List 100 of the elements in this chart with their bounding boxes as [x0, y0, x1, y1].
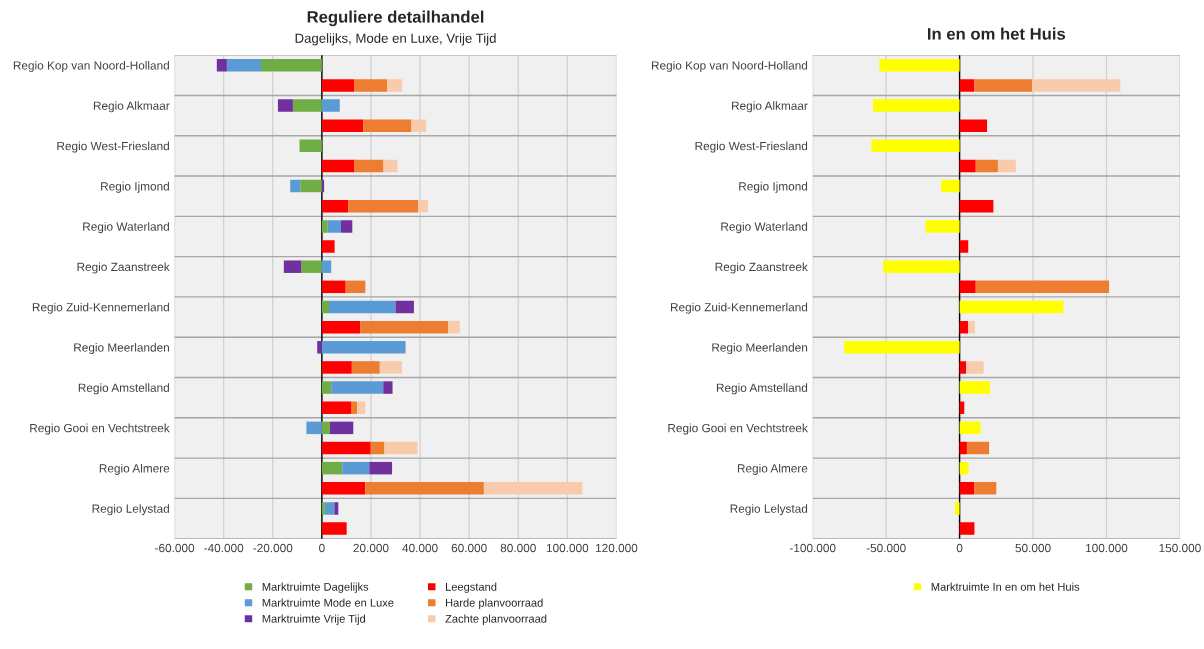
- x-tick-label: 50.000: [1015, 543, 1051, 553]
- bar: [317, 341, 322, 354]
- bar: [321, 502, 325, 515]
- bar: [356, 401, 366, 414]
- y-tick-label: Regio Almere: [737, 463, 808, 475]
- y-tick-label: Regio Kop van Noord-Holland: [13, 60, 169, 72]
- bar: [331, 381, 384, 394]
- bar: [321, 79, 355, 92]
- bar: [959, 421, 981, 435]
- bar: [959, 522, 975, 535]
- bar: [321, 401, 352, 414]
- bar: [321, 361, 352, 374]
- bar: [966, 441, 990, 455]
- legend-label: Marktruimte Vrije Tijd: [262, 614, 366, 625]
- bar: [975, 159, 998, 173]
- bar: [379, 361, 402, 374]
- y-tick-label: Regio Almere: [99, 463, 170, 475]
- y-tick-label: Regio Ijmond: [739, 181, 808, 193]
- y-tick-label: Regio Gooi en Vechtstreek: [668, 423, 808, 435]
- bar: [216, 58, 227, 72]
- bar: [363, 119, 412, 132]
- bar: [370, 441, 385, 455]
- bar: [351, 401, 357, 414]
- legend-label: Harde planvoorraad: [445, 598, 543, 609]
- bar: [299, 139, 322, 153]
- bar: [384, 441, 418, 455]
- x-tick-label: 100.000: [546, 543, 589, 553]
- x-tick-label: -60.000: [155, 543, 195, 553]
- y-tick-label: Regio Amstelland: [716, 383, 808, 395]
- bar: [354, 159, 384, 173]
- bar: [959, 79, 975, 92]
- x-tick-label: -20.000: [253, 543, 293, 553]
- bar: [348, 200, 419, 213]
- bar: [321, 260, 332, 273]
- y-tick-label: Regio Alkmaar: [732, 101, 808, 113]
- y-tick-label: Regio Zaanstreek: [77, 262, 170, 274]
- bar: [383, 159, 398, 173]
- bar: [883, 260, 960, 273]
- bar: [959, 159, 976, 173]
- legend-label: Zachte planvoorraad: [445, 614, 547, 625]
- bar: [872, 99, 960, 112]
- bar: [997, 159, 1016, 173]
- bar: [959, 119, 988, 132]
- bar: [418, 200, 428, 213]
- bar: [321, 461, 343, 475]
- bar: [321, 381, 332, 394]
- chart-title: In en om het Huis: [927, 27, 1066, 40]
- bar: [369, 461, 393, 475]
- bar: [959, 300, 1064, 314]
- y-tick-label: Regio Waterland: [83, 222, 169, 234]
- y-tick-label: Regio Waterland: [721, 222, 808, 234]
- bar: [277, 99, 293, 112]
- bar: [321, 200, 349, 213]
- bar: [321, 482, 366, 495]
- bar: [321, 341, 406, 354]
- bar: [300, 179, 322, 193]
- y-tick-label: Regio Meerlanden: [74, 343, 169, 355]
- x-tick-label: 0: [319, 543, 325, 553]
- y-tick-label: Regio Kop van Noord-Holland: [651, 60, 808, 72]
- bar: [327, 220, 342, 233]
- bar: [448, 320, 460, 334]
- x-tick-label: -40.000: [204, 543, 244, 553]
- bar: [301, 260, 322, 273]
- x-tick-label: 120.000: [596, 543, 638, 553]
- x-tick-label: 0: [956, 543, 963, 553]
- y-tick-label: Regio West-Friesland: [695, 141, 808, 153]
- bar: [226, 58, 261, 72]
- y-tick-label: Regio Gooi en Vechtstreek: [30, 423, 170, 435]
- bar: [324, 502, 335, 515]
- bar: [941, 179, 960, 193]
- y-tick-label: Regio Amstelland: [78, 383, 169, 395]
- bar: [334, 502, 339, 515]
- bar: [321, 320, 361, 334]
- x-tick-label: 100.000: [1086, 543, 1128, 553]
- bar: [411, 119, 427, 132]
- bar: [321, 441, 371, 455]
- bar: [365, 482, 484, 495]
- bar: [1032, 79, 1121, 92]
- bar: [959, 200, 994, 213]
- bar: [341, 220, 353, 233]
- bar: [290, 179, 301, 193]
- bar: [321, 280, 346, 294]
- bar: [968, 320, 975, 334]
- legend-label: Leegstand: [445, 582, 497, 593]
- legend-label: Marktruimte In en om het Huis: [931, 582, 1080, 591]
- x-tick-label: 40.000: [402, 543, 438, 553]
- bar: [974, 482, 997, 495]
- bar: [387, 79, 403, 92]
- bar: [966, 361, 984, 374]
- x-tick-label: 80.000: [500, 543, 536, 553]
- bar: [975, 280, 1110, 294]
- bar: [321, 240, 335, 253]
- bar: [321, 99, 340, 112]
- bar: [321, 159, 355, 173]
- bar: [395, 300, 414, 314]
- x-tick-label: -50.000: [866, 543, 906, 553]
- bar: [959, 280, 976, 294]
- bar: [925, 220, 960, 233]
- bar: [306, 421, 322, 435]
- x-tick-label: 60.000: [451, 543, 487, 553]
